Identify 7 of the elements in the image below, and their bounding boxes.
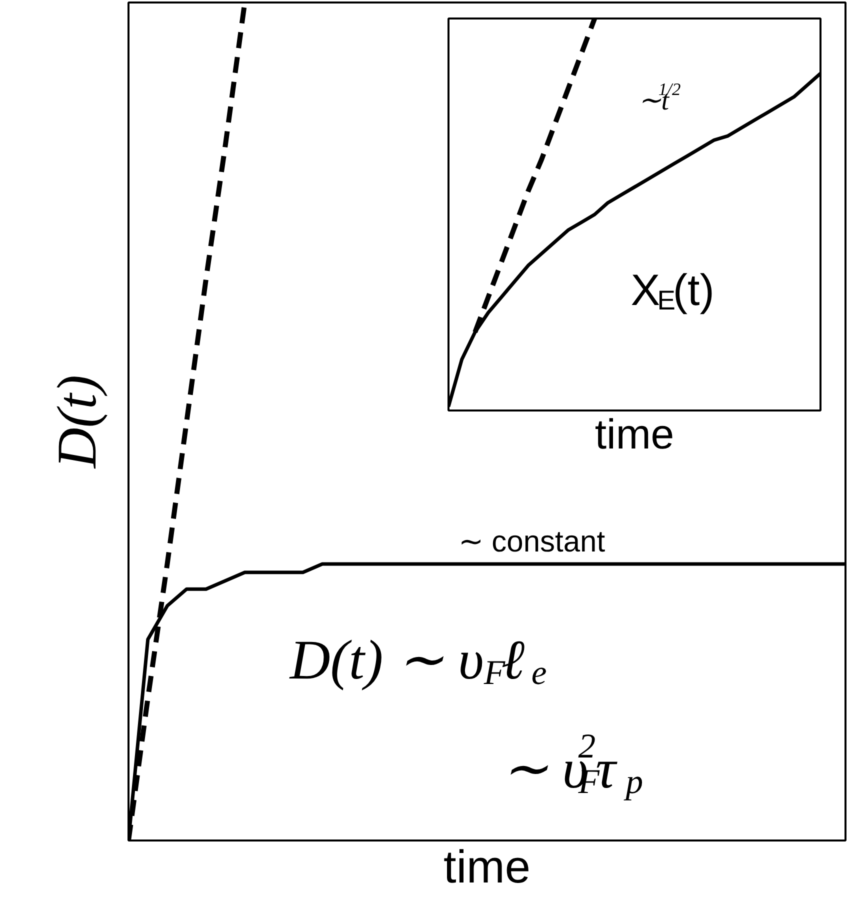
annotation: ∼ constant (458, 526, 606, 559)
x-axis-title: time (594, 410, 674, 458)
annotation: ∼t1/2 (638, 79, 681, 116)
y-axis-title: D(t) (46, 374, 108, 470)
x-axis-title: time (444, 840, 530, 892)
annotation: D(t) ∼ υFℓe (288, 629, 547, 692)
annotation: XE(t) (630, 266, 714, 316)
